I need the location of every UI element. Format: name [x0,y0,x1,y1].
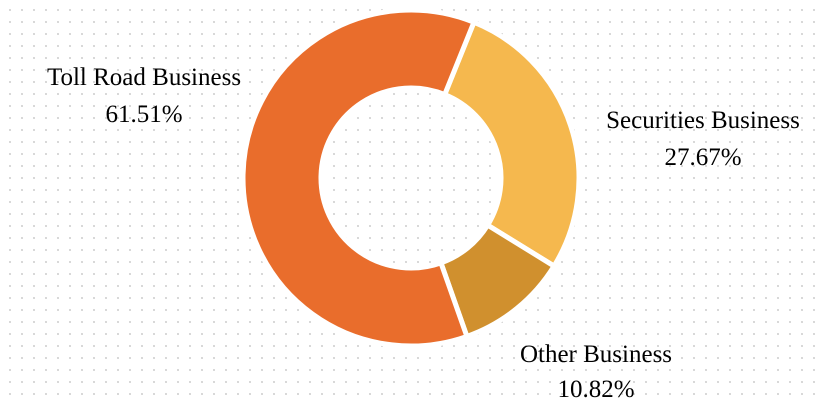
slice-value-other-business: 10.82% [557,376,634,401]
slice-label-securities-business: Securities Business [606,107,800,134]
slice-value-toll-road-business: 61.51% [105,101,182,128]
slice-label-toll-road-business: Toll Road Business [47,64,241,91]
slice-value-securities-business: 27.67% [664,144,741,171]
slice-securities-business [441,18,582,270]
slice-toll-road-business [240,7,478,349]
slice-label-other-business: Other Business [520,341,672,368]
donut-slices [240,7,582,349]
